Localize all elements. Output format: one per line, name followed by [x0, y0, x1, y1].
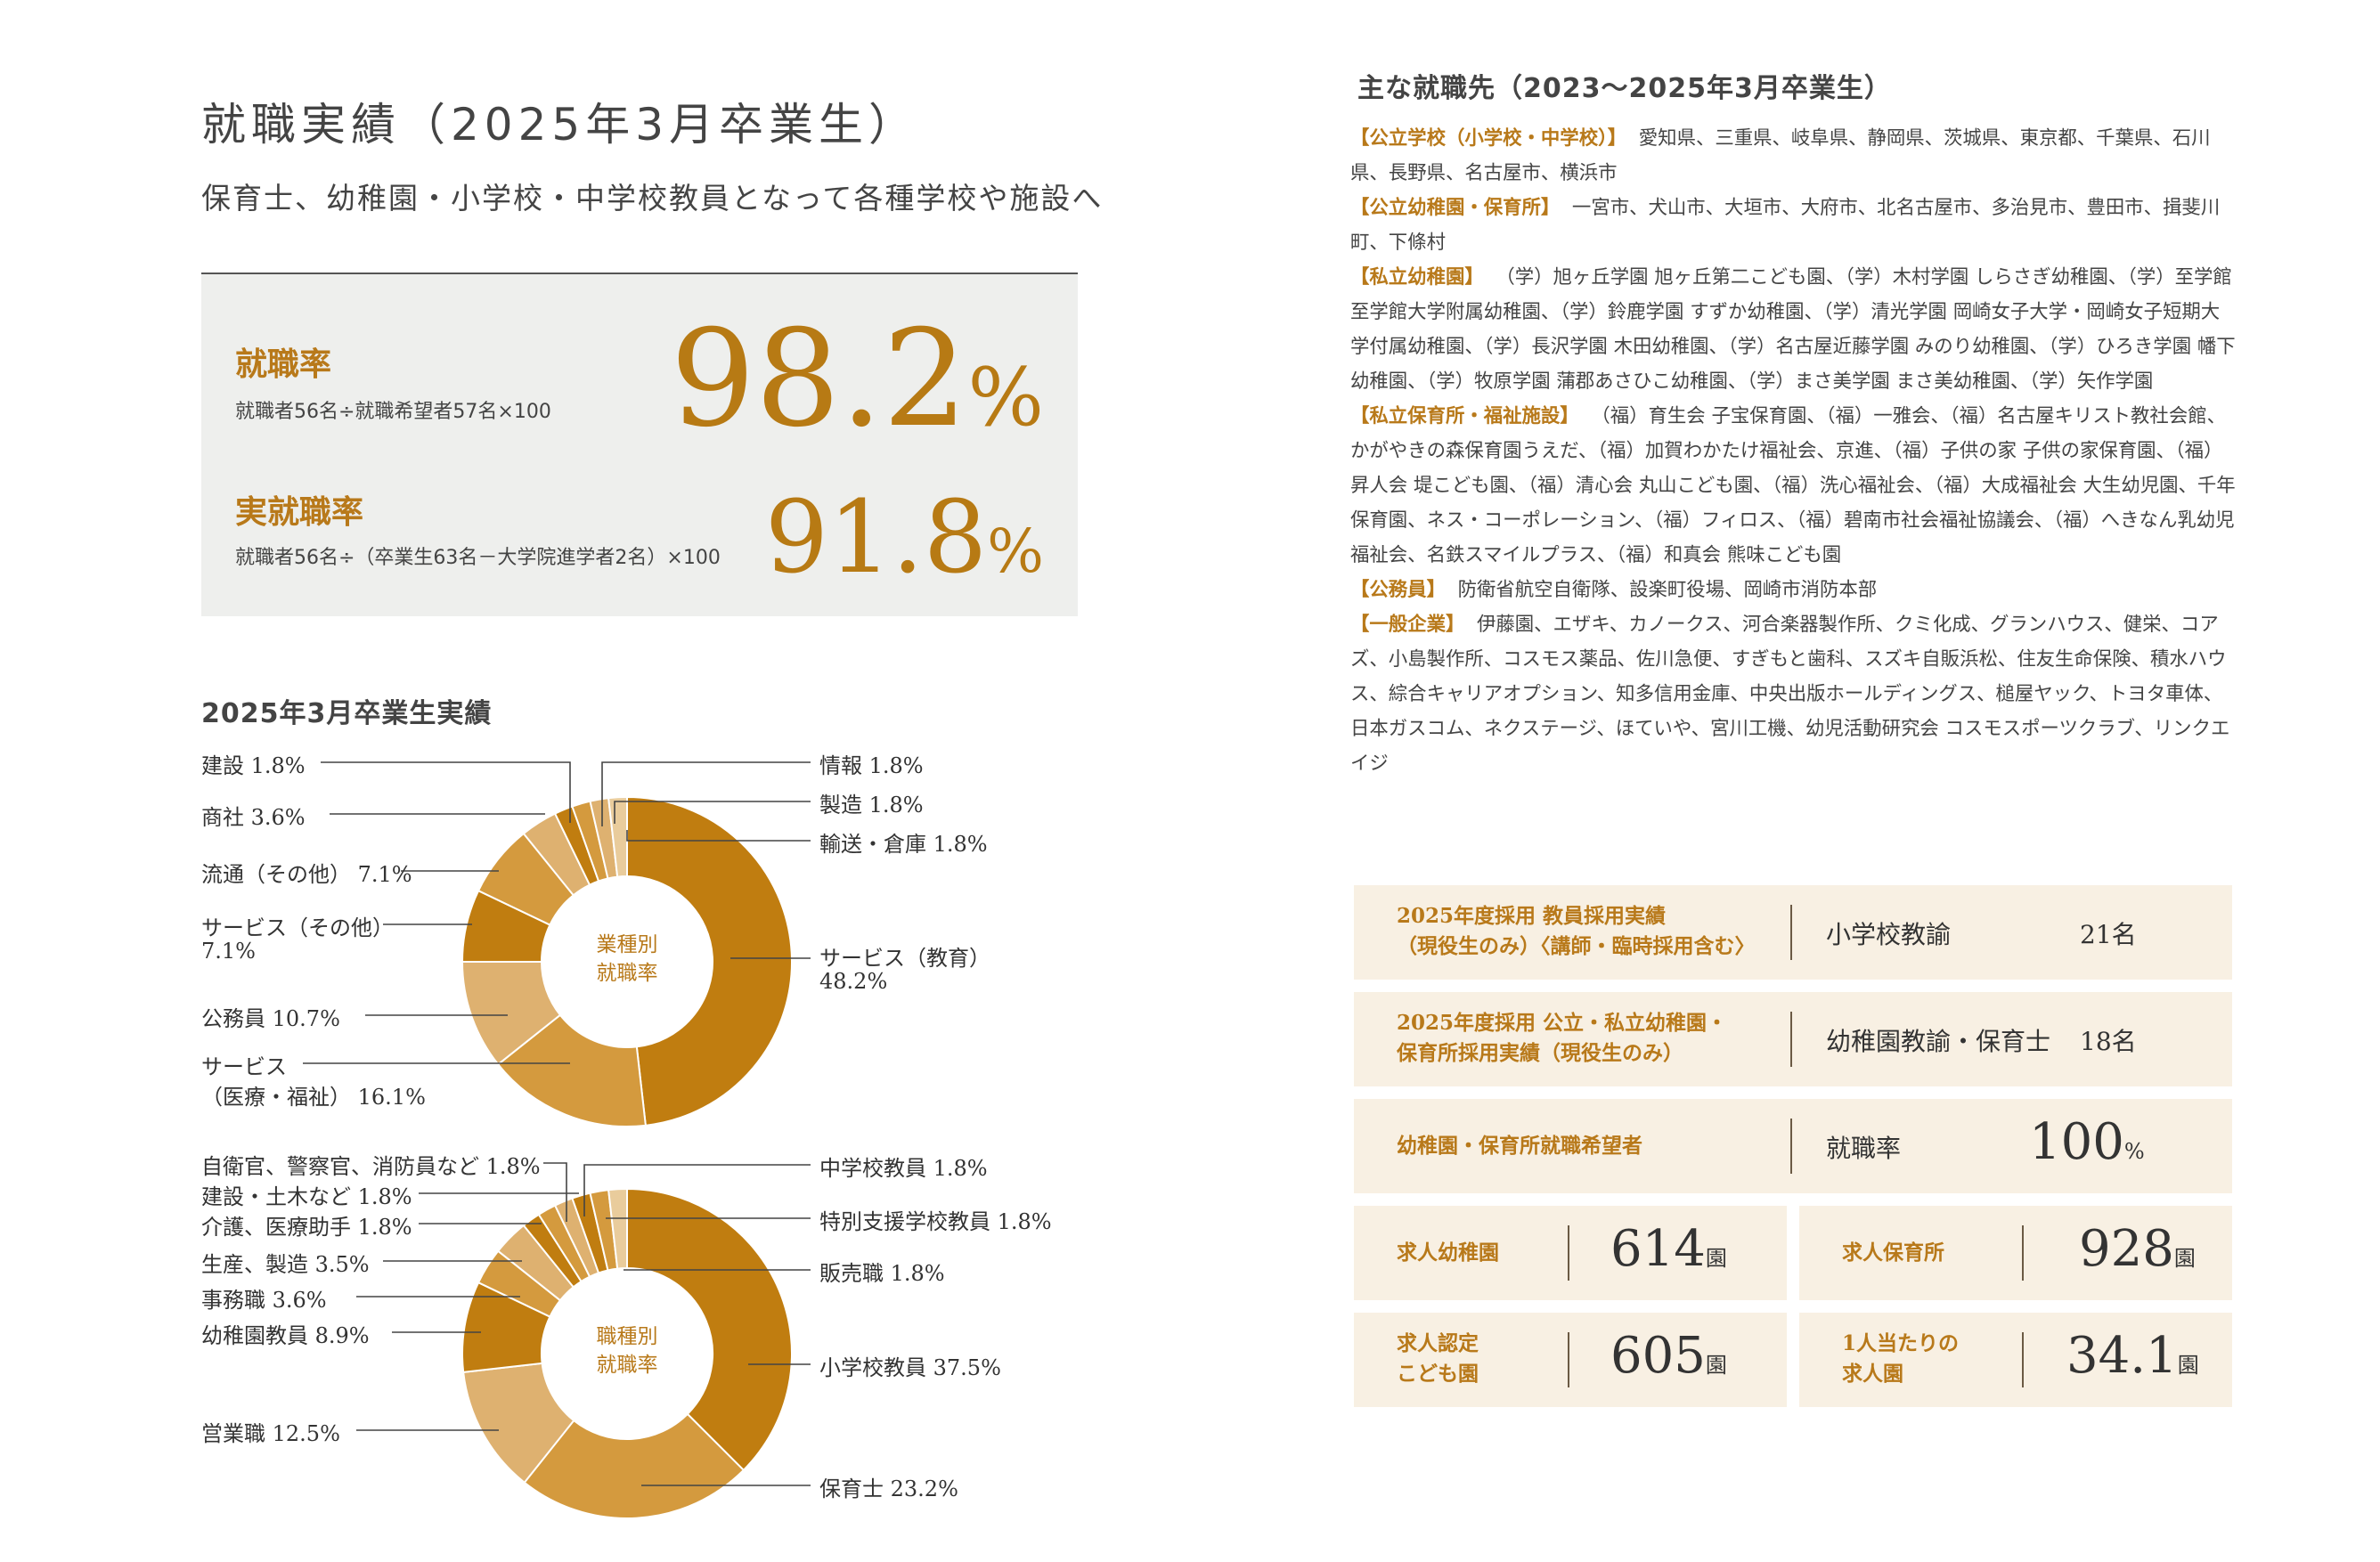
industry-slice-0	[626, 795, 794, 1127]
employment-rate-value: 98.2%	[670, 302, 1044, 457]
destination-private-nursery: 【私立保育所・福祉施設】 （福）育生会 子宝保育園、（福）一雅会、（福）名古屋キ…	[1350, 405, 2236, 566]
label-office: 事務職 3.6%	[201, 1288, 327, 1313]
label-jhs: 中学校教員 1.8%	[819, 1156, 988, 1181]
destination-companies: 【一般企業】 伊藤園、エザキ、カノークス、河合楽器製作所、クミ化成、グランハウス…	[1350, 614, 2230, 775]
label-elem: 小学校教員 37.5%	[819, 1355, 1001, 1380]
divider	[1790, 1012, 1792, 1067]
page-subtitle: 保育士、幼稚園・小学校・中学校教員となって各種学校や施設へ	[201, 181, 1104, 216]
label-service-med-2: （医療・福祉） 16.1%	[201, 1085, 426, 1110]
industry-center-label-1: 業種別	[597, 933, 658, 956]
label-salesjob: 営業職 12.5%	[201, 1421, 340, 1446]
destination-private-kinder: 【私立幼稚園】 （学）旭ヶ丘学園 旭ヶ丘第二こども園、（学）木村学園 しらさぎ幼…	[1350, 266, 2236, 393]
label-retail-other: 流通（その他） 7.1%	[201, 862, 412, 887]
industry-chart: 業種別 就職率 職種別 就職率	[303, 761, 811, 1519]
label-info: 情報 1.8%	[819, 753, 924, 778]
req-kodomo-value: 605園	[1610, 1327, 1727, 1385]
results-heading: 2025年3月卒業生実績	[201, 698, 493, 729]
label-service-edu-2: 48.2%	[819, 969, 888, 994]
destination-public-kinder: 【公立幼稚園・保育所】 一宮市、犬山市、大垣市、大府市、北名古屋市、多治見市、豊…	[1350, 197, 2221, 254]
label-manufacturing: 製造 1.8%	[819, 793, 924, 818]
destinations-heading: 主な就職先（2023〜2025年3月卒業生）	[1357, 73, 1892, 104]
label-construction: 建設 1.8%	[201, 753, 306, 778]
divider	[1790, 1119, 1792, 1174]
divider	[2022, 1332, 2024, 1387]
industry-slice-1	[496, 1013, 647, 1127]
req-kinder-value: 614園	[1610, 1220, 1727, 1278]
divider	[1568, 1225, 1569, 1281]
leader-line-10	[583, 1164, 811, 1216]
label-trading: 商社 3.6%	[201, 805, 306, 830]
teacher-hiring-panel: 2025年度採用 教員採用実績 （現役生のみ）〈講師・臨時採用含む〉 小学校教諭 …	[1354, 885, 2232, 980]
leader-line-15	[543, 1162, 567, 1222]
teacher-hiring-label: 2025年度採用 教員採用実績 （現役生のみ）〈講師・臨時採用含む〉	[1397, 904, 1756, 958]
label-sales: 販売職 1.8%	[819, 1261, 945, 1286]
leader-line-1	[614, 801, 811, 824]
actual-rate-label: 実就職率	[235, 494, 364, 531]
occupation-slice-1	[523, 1412, 746, 1519]
industry-slice-9	[607, 795, 628, 878]
label-transport: 輸送・倉庫 1.8%	[819, 832, 988, 857]
hope-rate-value: 100%	[2029, 1113, 2145, 1171]
teacher-hiring-count: 21名	[2080, 920, 2137, 949]
req-nursery-label: 求人保育所	[1842, 1241, 1944, 1265]
label-care: 介護、医療助手 1.8%	[201, 1215, 412, 1240]
destination-public-school: 【公立学校（小学校・中学校）】 愛知県、三重県、岐阜県、静岡県、茨城県、東京都、…	[1350, 127, 2211, 184]
divider	[2022, 1225, 2024, 1281]
label-service-med-1: サービス	[201, 1054, 287, 1079]
req-nursery-panel: 求人保育所 928園	[1799, 1206, 2232, 1300]
req-kodomo-label: 求人認定 こども園	[1397, 1331, 1479, 1386]
req-kodomo-panel: 求人認定 こども園 605園	[1354, 1313, 1787, 1407]
rate-box: 就職率 就職者56名÷就職希望者57名×100 98.2% 実就職率 就職者56…	[201, 273, 1078, 616]
kinder-hiring-count: 18名	[2080, 1027, 2137, 1056]
leader-line-4	[321, 761, 571, 823]
hope-rate-item: 就職率	[1826, 1134, 1902, 1163]
label-civil: 建設・土木など 1.8%	[201, 1184, 412, 1209]
req-kinder-label: 求人幼稚園	[1397, 1241, 1499, 1265]
page-title: 就職実績（2025年3月卒業生）	[201, 99, 919, 151]
industry-center-label-2: 就職率	[597, 962, 658, 985]
occupation-slice-11	[607, 1187, 628, 1270]
occupation-center-label-1: 職種別	[597, 1325, 658, 1348]
employment-rate-label: 就職率	[235, 346, 332, 383]
kinder-hiring-label: 2025年度採用 公立・私立幼稚園・ 保育所採用実績（現役生のみ）	[1397, 1011, 1728, 1065]
leader-line-2	[626, 830, 811, 842]
kinder-hiring-panel: 2025年度採用 公立・私立幼稚園・ 保育所採用実績（現役生のみ） 幼稚園教諭・保…	[1354, 992, 2232, 1086]
label-production: 生産、製造 3.5%	[201, 1252, 370, 1277]
req-per-panel: 1人当たりの 求人園 34.1園	[1799, 1313, 2232, 1407]
req-per-value: 34.1園	[2066, 1327, 2199, 1385]
label-service-other-1: サービス（その他）	[201, 915, 394, 940]
kinder-hiring-item: 幼稚園教諭・保育士	[1826, 1027, 2051, 1056]
employment-rate-formula: 就職者56名÷就職希望者57名×100	[235, 401, 551, 423]
label-public: 公務員 10.7%	[201, 1006, 340, 1031]
label-service-other-2: 7.1%	[201, 939, 256, 964]
label-sdf: 自衛官、警察官、消防員など 1.8%	[201, 1154, 541, 1179]
destination-civil-service: 【公務員】 防衛省航空自衛隊、設楽町役場、岡崎市消防本部	[1350, 579, 1878, 601]
occupation-slice-0	[626, 1187, 793, 1472]
hope-rate-panel: 幼稚園・保育所就職希望者 就職率 100%	[1354, 1099, 2232, 1193]
label-special: 特別支援学校教員 1.8%	[819, 1209, 1052, 1234]
hope-rate-label: 幼稚園・保育所就職希望者	[1397, 1134, 1642, 1158]
label-kinder: 幼稚園教員 8.9%	[201, 1323, 370, 1348]
req-per-label: 1人当たりの 求人園	[1842, 1331, 1960, 1386]
teacher-hiring-item: 小学校教諭	[1826, 920, 1952, 949]
actual-rate-formula: 就職者56名÷（卒業生63名－大学院進学者2名）×100	[235, 547, 721, 569]
divider	[1790, 905, 1792, 960]
divider	[1568, 1332, 1569, 1387]
req-nursery-value: 928園	[2079, 1220, 2196, 1278]
label-service-edu-1: サービス（教育）	[819, 946, 990, 971]
actual-rate-value: 91.8%	[764, 480, 1044, 596]
label-nursery: 保育士 23.2%	[819, 1477, 958, 1501]
leader-line-0	[601, 761, 811, 826]
destinations-list: 【公立学校（小学校・中学校）】 愛知県、三重県、岐阜県、静岡県、茨城県、東京都、…	[1350, 121, 2237, 781]
req-kinder-panel: 求人幼稚園 614園	[1354, 1206, 1787, 1300]
occupation-center-label-2: 就職率	[597, 1354, 658, 1377]
